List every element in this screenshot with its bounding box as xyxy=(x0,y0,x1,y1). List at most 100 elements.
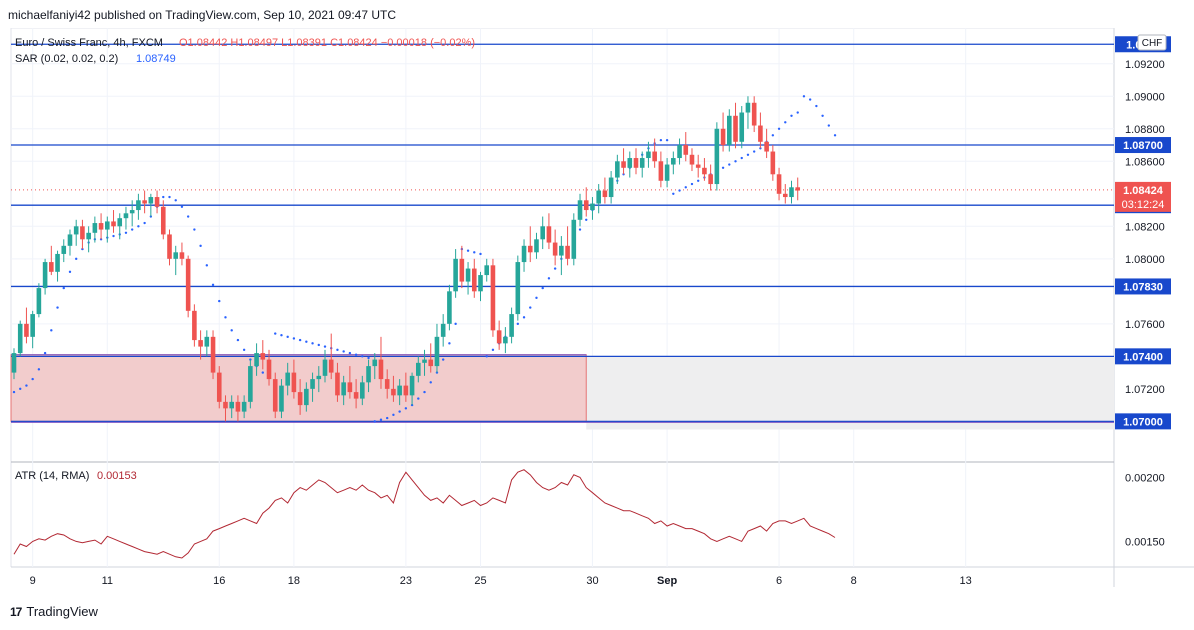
candle-body xyxy=(223,401,228,409)
price-tick: 1.07200 xyxy=(1125,384,1165,396)
candle-body xyxy=(422,359,427,363)
sar-dot xyxy=(292,337,296,340)
candle-body xyxy=(627,158,633,168)
chart-svg[interactable]: 1.09321.087001.083301.078301.074001.0700… xyxy=(0,27,1194,598)
candle-body xyxy=(478,275,483,292)
time-tick: 13 xyxy=(960,575,972,587)
sar-dot xyxy=(50,329,53,332)
sar-dot xyxy=(242,348,246,352)
sar-dot xyxy=(728,163,731,166)
candle-body xyxy=(565,245,570,259)
currency-badge-box[interactable] xyxy=(1137,34,1167,51)
sar-dot xyxy=(224,316,227,319)
time-tick: 25 xyxy=(474,575,486,587)
sar-dot xyxy=(578,228,582,231)
candle-body xyxy=(440,323,446,337)
chart-container[interactable]: 1.09321.087001.083301.078301.074001.0700… xyxy=(0,27,1194,598)
sar-dot xyxy=(12,390,16,394)
sar-dot xyxy=(404,407,408,410)
candle-body xyxy=(322,359,328,376)
sar-dot xyxy=(697,179,700,182)
candle-body xyxy=(795,187,801,191)
candle-body xyxy=(546,226,552,243)
candle-body xyxy=(727,115,732,146)
candle-body xyxy=(571,219,577,259)
candle-body xyxy=(714,128,720,185)
candle-body xyxy=(664,164,670,181)
sar-dot xyxy=(684,186,687,189)
legend: Euro / Swiss Franc, 4h, FXCM O1.08442 H1… xyxy=(15,37,475,482)
level-label-box xyxy=(1115,137,1171,154)
candle-body xyxy=(210,336,216,373)
candle-body xyxy=(92,223,98,233)
grid-lines xyxy=(11,28,1114,567)
demand-zone xyxy=(10,354,587,422)
publish-info: michaelfaniyi42 published on TradingView… xyxy=(8,8,397,22)
sar-dot xyxy=(342,350,345,353)
candle-body xyxy=(192,310,197,341)
price-tick: 1.08000 xyxy=(1125,254,1165,266)
candle-body xyxy=(453,258,458,292)
candle-body xyxy=(459,258,465,282)
candle-body xyxy=(391,388,396,396)
candle-body xyxy=(185,258,191,311)
sar-dot xyxy=(585,218,588,222)
sar-dot xyxy=(833,134,837,137)
candle-body xyxy=(67,234,73,246)
candle-body xyxy=(534,239,539,253)
sar-dot xyxy=(392,413,395,417)
candle-body xyxy=(621,161,626,168)
sar-dot xyxy=(168,195,171,199)
sar-dot xyxy=(553,267,557,270)
sar-dot xyxy=(236,338,240,342)
candle-body xyxy=(490,265,496,331)
time-axis: 9 11 16 18 23 25 30 Sep 6 8 13 xyxy=(30,575,972,587)
currency-badge-group: CHF xyxy=(1137,34,1167,51)
sar-dot xyxy=(784,121,787,124)
legend-sar-label: SAR (0.02, 0.02, 0.2) xyxy=(15,53,118,65)
candle-body xyxy=(677,145,682,159)
sar-dot xyxy=(336,348,339,352)
candle-body xyxy=(758,125,763,142)
sar-dot xyxy=(734,160,737,163)
level-label: 1.08700 xyxy=(1123,140,1163,152)
price-tick: 1.08800 xyxy=(1125,124,1165,136)
sar-dot xyxy=(672,192,675,195)
sar-dot xyxy=(130,228,134,231)
candle-body xyxy=(397,385,402,396)
candle-body xyxy=(540,226,545,240)
candle-body xyxy=(11,353,17,373)
candle-body xyxy=(148,197,154,204)
candle-body xyxy=(484,265,490,276)
candle-body xyxy=(552,242,558,256)
candle-body xyxy=(341,382,346,396)
candle-body xyxy=(671,158,676,165)
sar-dot xyxy=(124,231,128,235)
level-label: 1.07000 xyxy=(1123,416,1163,428)
candle-body xyxy=(770,151,776,175)
candle-body xyxy=(496,330,502,344)
candle-body xyxy=(509,314,514,337)
candle-body xyxy=(49,262,54,272)
sar-dot xyxy=(690,182,694,186)
sar-dot xyxy=(305,340,308,343)
sar-dot xyxy=(373,420,376,423)
candle-body xyxy=(372,359,378,367)
candle-body xyxy=(111,221,116,227)
candle-body xyxy=(254,353,259,367)
sar-dot xyxy=(348,351,352,355)
sar-dot xyxy=(230,329,233,332)
sar-dot xyxy=(790,114,793,117)
sar-dot xyxy=(211,283,215,287)
atr-tick: 0.00150 xyxy=(1125,536,1165,548)
candle-body xyxy=(745,102,751,113)
candle-body xyxy=(216,372,222,402)
candle-body xyxy=(73,226,79,235)
sar-dot xyxy=(541,286,544,290)
chart-background xyxy=(0,27,1194,598)
sar-dot xyxy=(441,358,445,361)
sar-dot xyxy=(479,252,482,256)
footer: 17 TradingView xyxy=(10,604,98,619)
candle-body xyxy=(658,161,664,181)
tradingview-logo-icon: 17 xyxy=(10,604,22,619)
